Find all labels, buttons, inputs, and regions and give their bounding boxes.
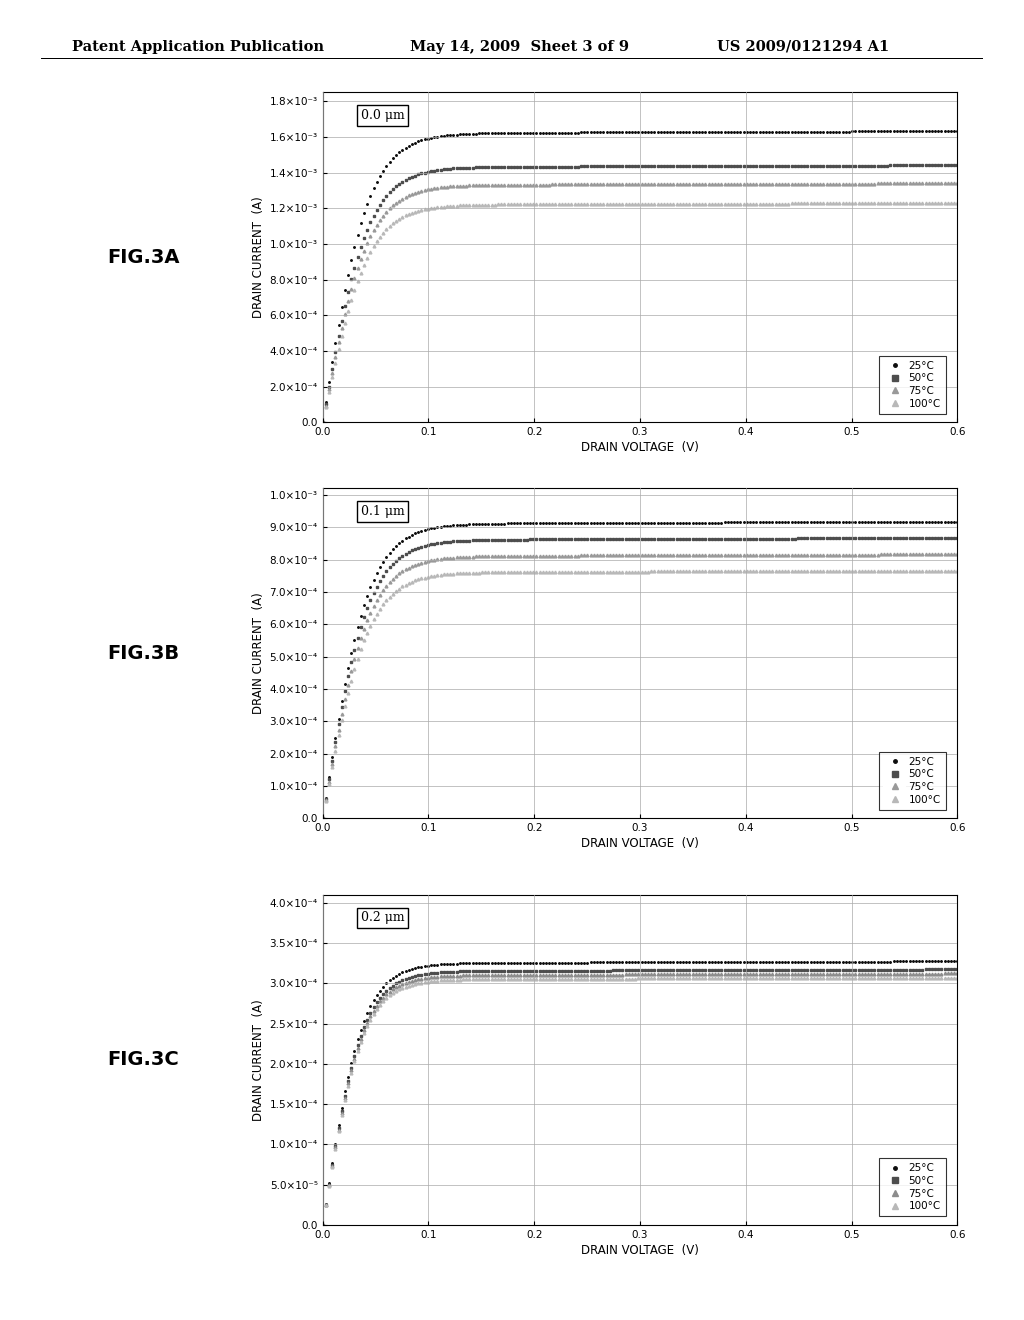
Y-axis label: DRAIN CURRENT  (A): DRAIN CURRENT (A) [252, 999, 265, 1121]
Y-axis label: DRAIN CURRENT  (A): DRAIN CURRENT (A) [252, 197, 265, 318]
X-axis label: DRAIN VOLTAGE  (V): DRAIN VOLTAGE (V) [581, 1243, 699, 1257]
Text: FIG.3A: FIG.3A [108, 248, 179, 267]
Text: 0.2 μm: 0.2 μm [360, 911, 404, 924]
Legend: 25°C, 50°C, 75°C, 100°C: 25°C, 50°C, 75°C, 100°C [880, 751, 946, 810]
Text: May 14, 2009  Sheet 3 of 9: May 14, 2009 Sheet 3 of 9 [410, 40, 629, 54]
Text: FIG.3B: FIG.3B [108, 644, 179, 663]
Legend: 25°C, 50°C, 75°C, 100°C: 25°C, 50°C, 75°C, 100°C [880, 1158, 946, 1217]
Text: US 2009/0121294 A1: US 2009/0121294 A1 [717, 40, 889, 54]
Text: 0.0 μm: 0.0 μm [360, 108, 404, 121]
X-axis label: DRAIN VOLTAGE  (V): DRAIN VOLTAGE (V) [581, 837, 699, 850]
Text: FIG.3C: FIG.3C [108, 1051, 179, 1069]
Legend: 25°C, 50°C, 75°C, 100°C: 25°C, 50°C, 75°C, 100°C [880, 355, 946, 414]
Y-axis label: DRAIN CURRENT  (A): DRAIN CURRENT (A) [252, 593, 265, 714]
X-axis label: DRAIN VOLTAGE  (V): DRAIN VOLTAGE (V) [581, 441, 699, 454]
Text: Patent Application Publication: Patent Application Publication [72, 40, 324, 54]
Text: 0.1 μm: 0.1 μm [360, 504, 404, 517]
